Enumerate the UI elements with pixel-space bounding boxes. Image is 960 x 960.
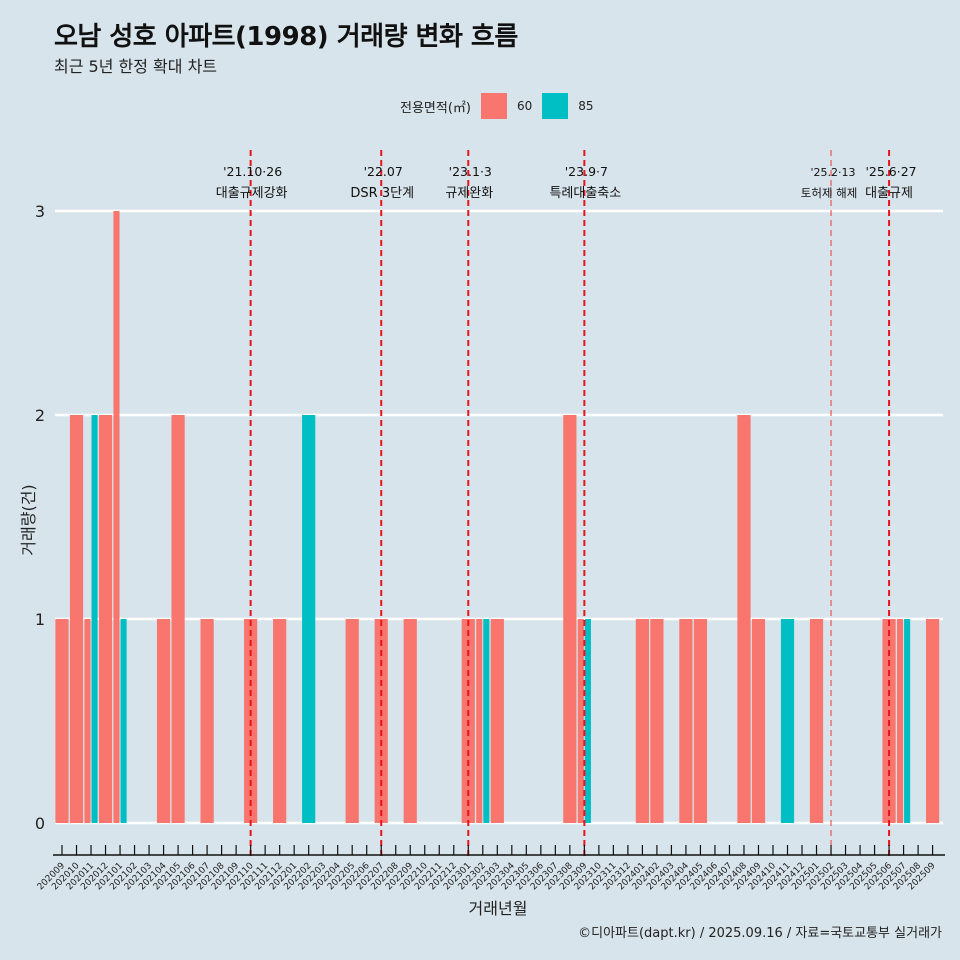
bar-60-202011 bbox=[84, 619, 91, 823]
bar-60-202507 bbox=[896, 619, 904, 823]
y-tick-label: 3 bbox=[35, 202, 45, 221]
bar-60-202404 bbox=[679, 619, 693, 823]
bar-60-202101 bbox=[113, 211, 120, 823]
x-axis-label: 거래년월 bbox=[469, 899, 528, 918]
chart-title: 오남 성호 아파트(1998) 거래량 변화 흐름 bbox=[54, 22, 518, 52]
legend-label-85: 85 bbox=[578, 99, 594, 113]
bar-60-202501 bbox=[809, 619, 824, 823]
legend: 전용면적(㎡) 60 85 bbox=[400, 93, 604, 119]
event-date: '25.2·13 bbox=[811, 166, 856, 179]
event-label: 토허제 해제 bbox=[801, 186, 858, 200]
event-label: 대출규제강화 bbox=[216, 186, 288, 201]
legend-swatch-60 bbox=[480, 93, 507, 119]
bar-85-202011 bbox=[91, 415, 98, 823]
y-tick-label: 1 bbox=[35, 610, 45, 629]
bar-60-202402 bbox=[650, 619, 664, 823]
bar-60-202408 bbox=[737, 415, 751, 823]
bar-60-202405 bbox=[693, 619, 708, 823]
bar-85-202101 bbox=[120, 619, 127, 823]
event-date: '22.07 bbox=[364, 164, 403, 179]
event-label: 특례대출축소 bbox=[549, 186, 621, 201]
bar-60-202302 bbox=[476, 619, 483, 823]
event-date: '21.10·26 bbox=[223, 164, 282, 179]
legend-label-60: 60 bbox=[516, 99, 533, 113]
event-date: '25.6·27 bbox=[865, 164, 916, 179]
bar-60-202409 bbox=[751, 619, 766, 823]
bar-60-202105 bbox=[171, 415, 185, 823]
chart-subtitle: 최근 5년 한정 확대 차트 bbox=[54, 57, 218, 76]
bar-85-202507 bbox=[904, 619, 911, 823]
bar-60-202010 bbox=[69, 415, 84, 823]
event-date: '23.9·7 bbox=[565, 164, 608, 179]
legend-swatch-85 bbox=[542, 93, 569, 119]
y-tick-label: 0 bbox=[35, 814, 45, 833]
event-label: DSR 3단계 bbox=[350, 186, 414, 201]
x-axis: 2020092020102020112020122021012021022021… bbox=[36, 845, 945, 892]
bar-85-202309 bbox=[584, 619, 591, 823]
bar-85-202411 bbox=[780, 619, 795, 823]
bar-85-202202 bbox=[302, 415, 316, 823]
bar-60-202205 bbox=[345, 619, 359, 823]
source-caption: ©디아파트(dapt.kr) / 2025.09.16 / 자료=국토교통부 실… bbox=[578, 926, 942, 941]
bar-60-202104 bbox=[156, 619, 171, 823]
bar-85-202302 bbox=[483, 619, 490, 823]
bar-60-202209 bbox=[403, 619, 417, 823]
bar-60-202012 bbox=[98, 415, 113, 823]
y-axis-label: 거래량(건) bbox=[19, 484, 38, 555]
bar-60-202401 bbox=[635, 619, 649, 823]
bars bbox=[55, 211, 940, 823]
bar-60-202107 bbox=[200, 619, 214, 823]
legend-title: 전용면적(㎡) bbox=[400, 100, 471, 116]
bar-60-202308 bbox=[563, 415, 577, 823]
event-label: 대출규제 bbox=[865, 186, 913, 201]
bar-60-202009 bbox=[55, 619, 69, 823]
event-date: '23.1·3 bbox=[449, 164, 492, 179]
event-lines: '21.10·26 대출규제강화 '22.07 DSR 3단계 '23.1·3 규제완화 '… bbox=[216, 150, 917, 856]
event-label: 규제완화 bbox=[445, 186, 493, 201]
bar-60-202509 bbox=[926, 619, 940, 823]
bar-60-202303 bbox=[490, 619, 504, 823]
y-axis: 0 1 2 3 bbox=[35, 202, 45, 833]
y-tick-label: 2 bbox=[35, 406, 45, 425]
bar-60-202112 bbox=[273, 619, 287, 823]
bar-60-202309 bbox=[577, 619, 584, 823]
